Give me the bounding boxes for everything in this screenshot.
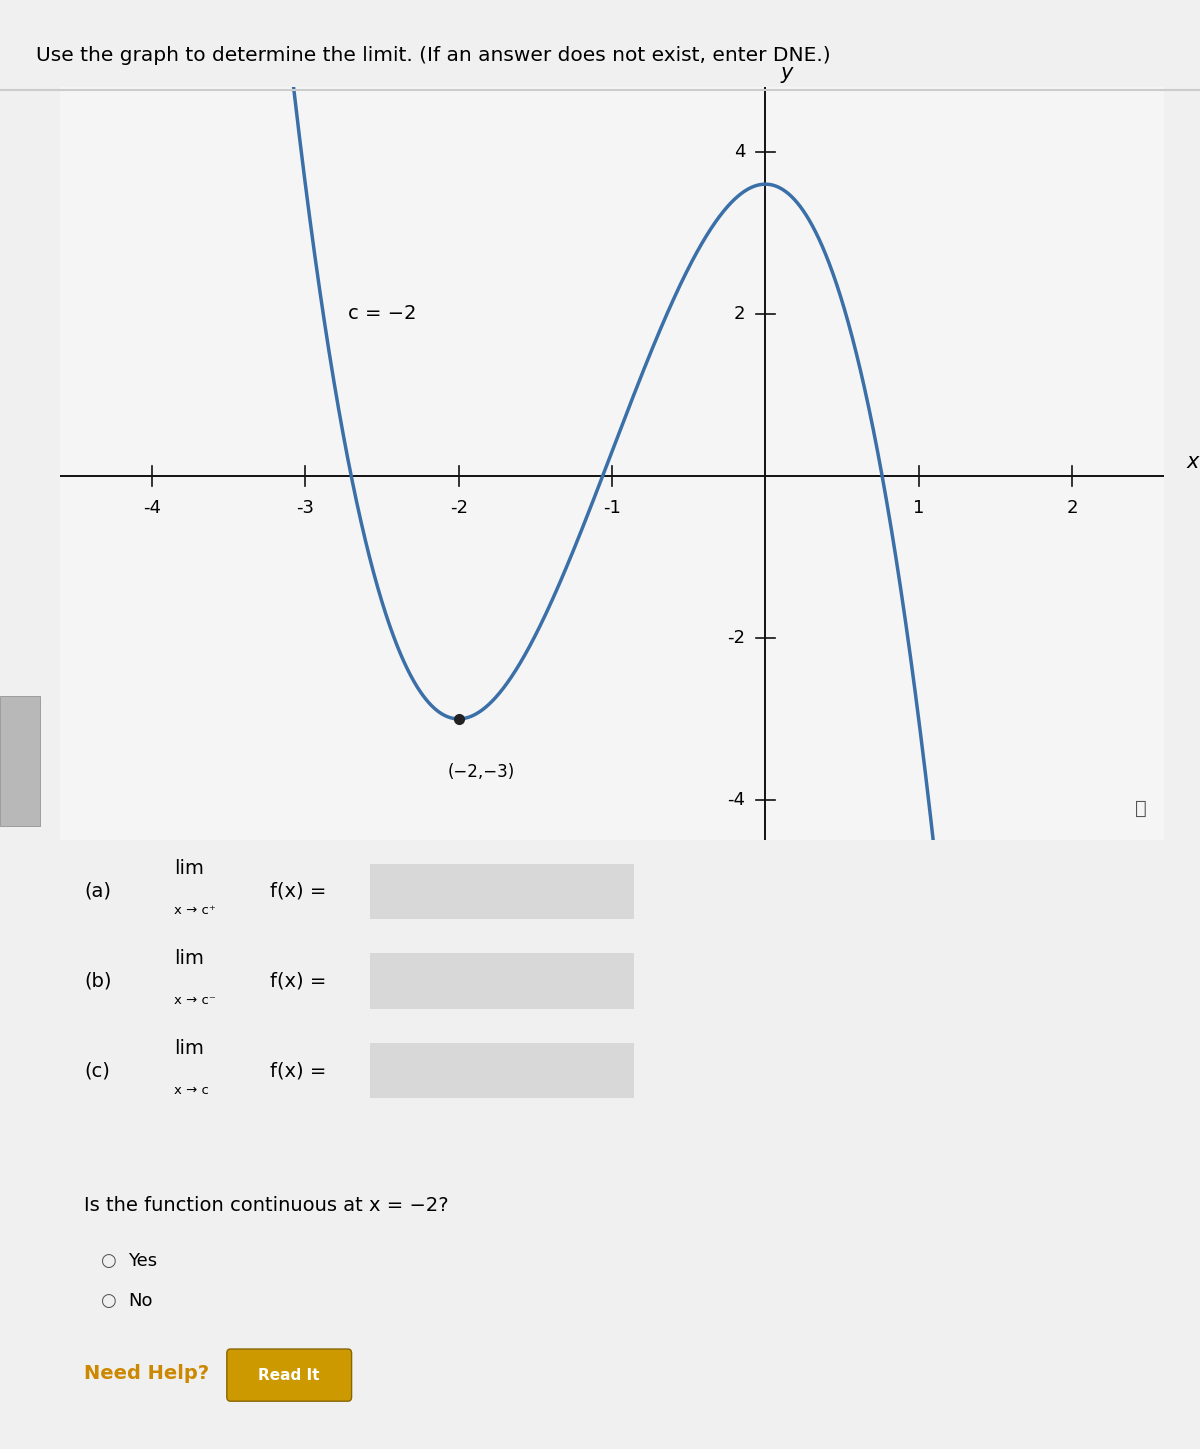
Text: x: x xyxy=(1187,452,1199,472)
Text: (c): (c) xyxy=(84,1061,110,1081)
Text: y: y xyxy=(781,62,793,83)
Text: -2: -2 xyxy=(727,629,745,646)
Text: lim: lim xyxy=(174,949,204,968)
Text: Is the function continuous at x = −2?: Is the function continuous at x = −2? xyxy=(84,1195,449,1216)
Text: x → c⁻: x → c⁻ xyxy=(174,994,216,1007)
Text: 2: 2 xyxy=(734,304,745,323)
Text: Yes: Yes xyxy=(128,1252,157,1269)
Text: lim: lim xyxy=(174,1039,204,1058)
Text: -4: -4 xyxy=(727,791,745,809)
Text: x → c⁺: x → c⁺ xyxy=(174,904,216,917)
Text: c = −2: c = −2 xyxy=(348,304,416,323)
Text: 1: 1 xyxy=(913,498,924,516)
Text: Use the graph to determine the limit. (If an answer does not exist, enter DNE.): Use the graph to determine the limit. (I… xyxy=(36,46,830,65)
Text: -3: -3 xyxy=(296,498,314,516)
Text: No: No xyxy=(128,1293,152,1310)
Text: -1: -1 xyxy=(604,498,620,516)
Text: >: > xyxy=(6,745,34,777)
Text: Read It: Read It xyxy=(258,1368,320,1382)
Text: x → c: x → c xyxy=(174,1084,209,1097)
Text: ○: ○ xyxy=(100,1293,115,1310)
Text: 4: 4 xyxy=(734,143,745,161)
Text: (b): (b) xyxy=(84,971,112,991)
Text: lim: lim xyxy=(174,859,204,878)
Text: Need Help?: Need Help? xyxy=(84,1364,209,1384)
Text: ○: ○ xyxy=(100,1252,115,1269)
Text: 2: 2 xyxy=(1067,498,1078,516)
Text: (a): (a) xyxy=(84,881,112,901)
Text: -4: -4 xyxy=(143,498,161,516)
Text: f(x) =: f(x) = xyxy=(270,881,326,901)
Text: -2: -2 xyxy=(450,498,468,516)
Text: ⓘ: ⓘ xyxy=(1135,798,1147,817)
Text: f(x) =: f(x) = xyxy=(270,971,326,991)
Text: f(x) =: f(x) = xyxy=(270,1061,326,1081)
Text: (−2,−3): (−2,−3) xyxy=(448,764,515,781)
